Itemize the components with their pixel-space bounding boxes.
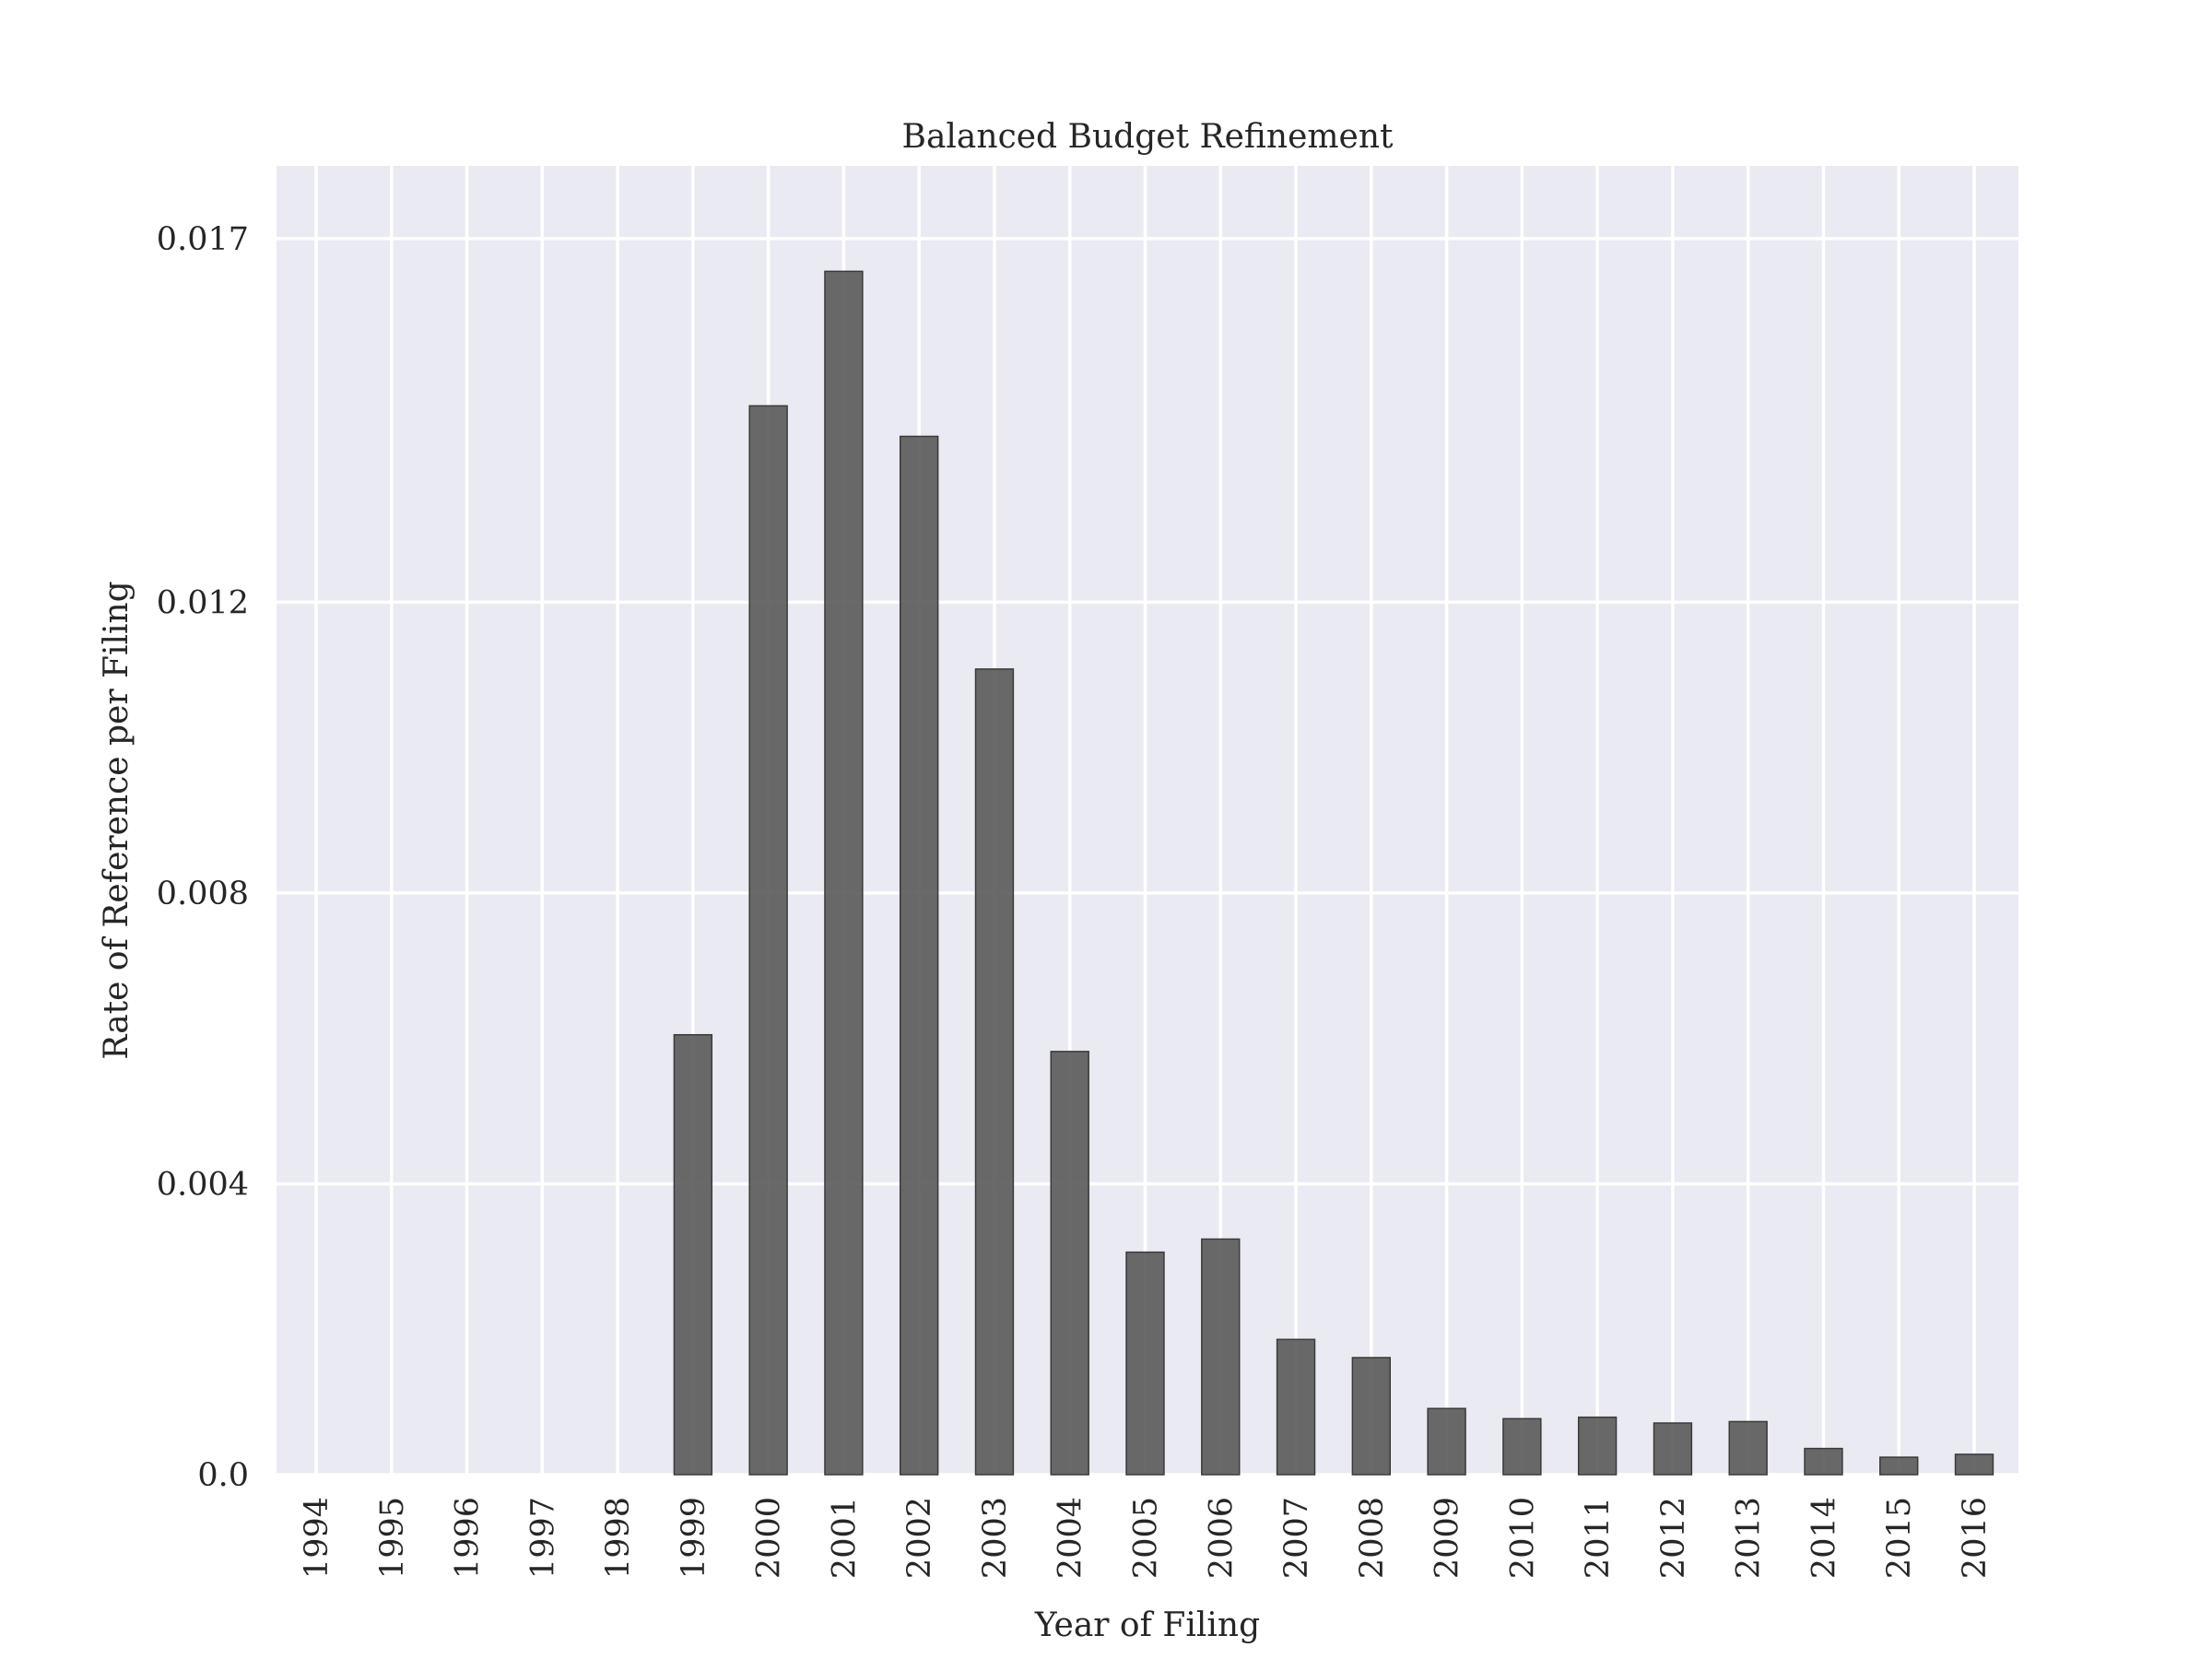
bar-2012 <box>1653 1422 1693 1476</box>
x-tick-label: 2010 <box>1504 1497 1541 1579</box>
y-axis-label: Rate of Reference per Filing <box>98 581 135 1059</box>
x-tick-label: 2014 <box>1806 1497 1842 1579</box>
x-tick-label: 1994 <box>299 1497 335 1579</box>
x-tick-label: 2011 <box>1580 1497 1617 1579</box>
bar-2000 <box>748 405 788 1476</box>
x-tick-label: 2016 <box>1957 1497 1994 1579</box>
x-tick-label: 2003 <box>977 1497 1014 1579</box>
bar-1999 <box>673 1033 713 1476</box>
bar-2002 <box>899 435 939 1476</box>
bar-2003 <box>974 668 1015 1476</box>
bar-2006 <box>1201 1238 1241 1476</box>
x-tick-label: 2001 <box>826 1497 863 1579</box>
bar-2014 <box>1804 1447 1843 1476</box>
x-tick-label: 2006 <box>1203 1497 1240 1579</box>
x-tick-label: 2004 <box>1053 1497 1089 1579</box>
bar-2011 <box>1577 1416 1618 1476</box>
x-tick-label: 2007 <box>1278 1497 1315 1579</box>
y-tick-label: 0.004 <box>157 1166 249 1203</box>
bar-2007 <box>1276 1338 1316 1476</box>
bar-2009 <box>1427 1407 1466 1476</box>
x-tick-label: 2015 <box>1881 1497 1918 1579</box>
y-tick-label: 0.012 <box>157 584 249 621</box>
x-tick-label: 2009 <box>1430 1497 1466 1579</box>
bar-2010 <box>1502 1418 1542 1476</box>
bars <box>673 270 1994 1476</box>
bar-2016 <box>1954 1453 1994 1476</box>
x-tick-label: 2002 <box>901 1497 938 1579</box>
chart-title: Balanced Budget Refinement <box>902 118 1394 156</box>
x-tick-label: 2005 <box>1128 1497 1165 1579</box>
x-axis-label: Year of Filing <box>1034 1606 1260 1644</box>
x-tick-label: 2013 <box>1731 1497 1768 1579</box>
bar-2015 <box>1879 1456 1919 1476</box>
y-tick-label: 0.0 <box>197 1457 249 1494</box>
x-tick-label: 1995 <box>374 1497 411 1579</box>
x-tick-label: 1996 <box>450 1497 487 1579</box>
x-tick-label: 1998 <box>600 1497 637 1579</box>
y-tick-label: 0.017 <box>157 221 249 258</box>
bar-2005 <box>1125 1251 1165 1476</box>
bar-2013 <box>1728 1420 1768 1476</box>
bar-2004 <box>1050 1051 1089 1476</box>
x-tick-label: 1999 <box>676 1497 712 1579</box>
x-tick-label: 2008 <box>1354 1497 1391 1579</box>
x-tick-label: 2000 <box>751 1497 788 1579</box>
y-axis-ticks: 0.0 0.004 0.008 0.012 0.017 <box>157 221 249 1494</box>
x-tick-label: 1997 <box>524 1497 561 1579</box>
x-axis-ticks: 1994 1995 1996 1997 1998 1999 2000 2001 2002 2003… <box>299 1497 1994 1579</box>
y-tick-label: 0.008 <box>157 876 249 912</box>
bar-2001 <box>824 270 864 1476</box>
bar-2008 <box>1351 1357 1392 1476</box>
x-tick-label: 2012 <box>1655 1497 1692 1579</box>
